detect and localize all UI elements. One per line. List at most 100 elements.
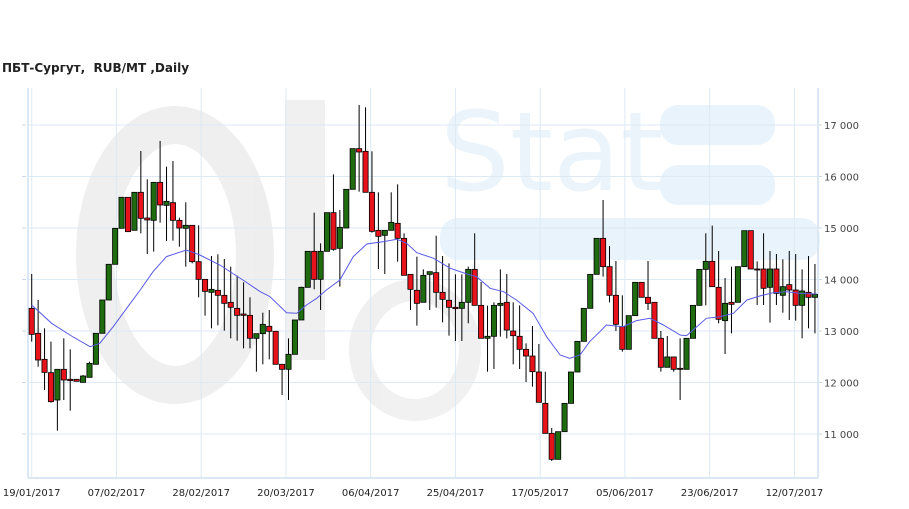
candle-body [516, 335, 523, 350]
candle [542, 371, 549, 434]
candle-body [362, 150, 369, 193]
candle-body [208, 288, 215, 293]
candle-body [767, 268, 774, 288]
candle [510, 302, 517, 365]
candle-body [35, 332, 42, 361]
candle [253, 333, 260, 372]
candle [324, 212, 331, 252]
candle-body [773, 268, 780, 294]
candle [298, 286, 305, 321]
x-tick-label: 28/02/2017 [172, 488, 230, 499]
y-tick-label: 17 000 [824, 121, 859, 132]
candle-body [490, 304, 497, 337]
candle-body [246, 314, 253, 339]
candle [465, 266, 472, 324]
x-tick-label: 19/01/2017 [3, 488, 61, 499]
y-tick-label: 16 000 [824, 173, 859, 184]
candle [786, 250, 793, 320]
candle [747, 230, 754, 270]
candle [664, 335, 671, 368]
candle-body [548, 432, 555, 460]
candle-body [734, 266, 741, 303]
x-tick-label: 07/02/2017 [88, 488, 146, 499]
candle [632, 281, 639, 317]
candle [368, 151, 375, 233]
candle [99, 299, 106, 334]
candle-body [535, 371, 542, 403]
candle [612, 261, 619, 331]
candle [221, 259, 228, 331]
candle [227, 266, 234, 339]
candle [600, 199, 607, 277]
candle-body [728, 301, 735, 305]
candle [779, 259, 786, 313]
candle [349, 148, 356, 190]
candle-body [445, 299, 452, 308]
x-tick-label: 12/07/2017 [766, 488, 824, 499]
candle-body [336, 226, 343, 249]
candle-body [105, 263, 112, 301]
candle-body [632, 281, 639, 317]
candle-body [41, 358, 48, 373]
candle-body [503, 301, 510, 331]
candle-body [28, 307, 35, 335]
candle [593, 237, 600, 275]
candle [606, 245, 613, 303]
candle-body [195, 261, 202, 280]
candle [394, 184, 401, 262]
candle [60, 338, 67, 401]
candle-body [118, 196, 125, 229]
candle [497, 269, 504, 337]
candle-body [47, 372, 54, 403]
candle [35, 299, 42, 367]
candle-body [169, 202, 176, 221]
candle-body [754, 268, 761, 271]
watermark-text: Stat [440, 88, 664, 216]
candle-body [664, 356, 671, 368]
candle [343, 188, 350, 229]
candle [388, 192, 395, 231]
candle-body [401, 237, 408, 276]
candle-body [368, 191, 375, 232]
y-tick-label: 14 000 [824, 276, 859, 287]
candle-body [317, 250, 324, 280]
candle-body [60, 368, 67, 381]
candle [131, 191, 138, 231]
candle [484, 305, 491, 372]
candle [696, 268, 703, 306]
candle [47, 341, 54, 403]
candle-body [612, 294, 619, 325]
candle [689, 304, 696, 339]
candle [722, 278, 729, 355]
candle [356, 104, 363, 192]
candle [54, 368, 61, 431]
candle-body [99, 299, 106, 334]
candle-body [266, 325, 273, 332]
candle-body [439, 291, 446, 300]
candle [587, 273, 594, 309]
candle [535, 343, 542, 403]
candle [125, 196, 132, 233]
candle [715, 250, 722, 324]
candle-body [311, 250, 318, 280]
candle-body [125, 196, 132, 233]
candle [452, 274, 459, 341]
candle [112, 227, 119, 265]
watermark-logo: Stat [76, 88, 820, 421]
candle-body [343, 188, 350, 229]
candle-body [606, 266, 613, 296]
candle [189, 224, 196, 264]
candle [169, 160, 176, 241]
candle [28, 273, 35, 342]
candle-body [670, 356, 677, 370]
watermark-i [285, 100, 325, 360]
candle [645, 261, 652, 310]
candle-body [80, 375, 87, 383]
x-tick-label: 06/04/2017 [342, 488, 400, 499]
candle [401, 233, 408, 276]
x-tick-label: 17/05/2017 [511, 488, 569, 499]
candle [458, 274, 465, 341]
candle [92, 332, 99, 365]
candle [728, 266, 735, 334]
candle-body [137, 191, 144, 219]
